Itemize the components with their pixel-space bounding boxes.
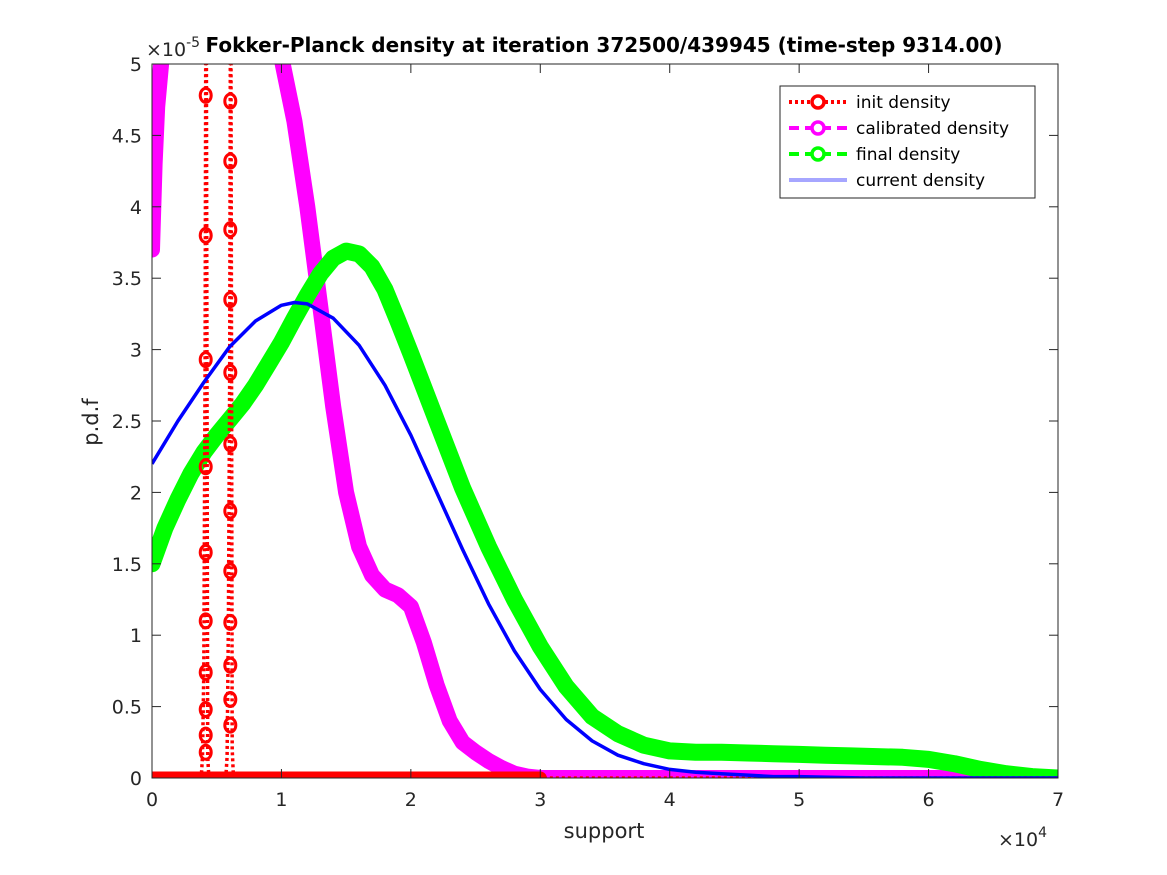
legend-label: calibrated density <box>856 119 1009 139</box>
y-axis-label: p.d.f <box>79 398 103 446</box>
series-init-density-marker <box>223 690 238 708</box>
legend-marker <box>810 120 826 136</box>
series-init-density-marker <box>198 351 213 369</box>
x-exponent-label: ×104 <box>998 825 1047 851</box>
y-tick-label: 5 <box>130 54 142 76</box>
x-tick-label: 7 <box>1052 789 1064 811</box>
y-exponent-label: ×10-5 <box>146 35 200 61</box>
series-init-density-marker <box>223 656 238 674</box>
x-tick-label: 4 <box>664 789 676 811</box>
y-tick-label: 4 <box>130 197 142 219</box>
series-init-density-marker <box>198 612 213 630</box>
series-init-density-marker <box>223 92 238 110</box>
series-init-density-line <box>152 64 1058 778</box>
legend-label: init density <box>856 93 951 113</box>
series-init-density-marker <box>223 435 238 453</box>
series-init-density-marker <box>223 221 238 239</box>
y-tick-label: 2.5 <box>112 411 142 433</box>
y-tick-label: 1.5 <box>112 554 142 576</box>
series-final-density-line <box>152 242 1058 778</box>
series-calibrated-density-segment-1 <box>274 64 1058 778</box>
y-tick-label: 4.5 <box>112 125 142 147</box>
legend: init density calibrated density final dens… <box>779 85 1036 199</box>
x-axis-label: support <box>564 819 645 843</box>
x-tick-label: 5 <box>793 789 805 811</box>
series-init-density-marker <box>223 363 238 381</box>
x-tick-label: 0 <box>146 789 158 811</box>
y-tick-label: 3.5 <box>112 268 142 290</box>
x-tick-label: 1 <box>275 789 287 811</box>
y-tick-label: 0 <box>130 768 142 790</box>
y-tick-label: 1 <box>130 625 142 647</box>
x-tick-label: 6 <box>923 789 935 811</box>
series-init-density-marker <box>198 458 213 476</box>
series-init-density-marker <box>198 226 213 244</box>
series-init-density-marker <box>198 743 213 761</box>
series-init-density-marker <box>198 543 213 561</box>
series-init-density-marker <box>198 726 213 744</box>
series-group <box>152 64 1058 778</box>
series-calibrated-density-segment-0 <box>152 64 170 258</box>
legend-marker <box>810 146 826 162</box>
series-init-density-marker <box>223 502 238 520</box>
series-init-density-marker <box>223 613 238 631</box>
y-tick-label: 0.5 <box>112 697 142 719</box>
x-tick-label: 3 <box>534 789 546 811</box>
series-init-density-marker <box>223 152 238 170</box>
y-tick-label: 2 <box>130 482 142 504</box>
y-tick-label: 3 <box>130 340 142 362</box>
series-init-density-marker <box>198 700 213 718</box>
legend-label: current density <box>856 171 985 191</box>
legend-marker <box>810 94 826 110</box>
plot-area <box>152 64 1058 778</box>
series-init-density-marker <box>198 663 213 681</box>
series-current-density-line <box>152 300 1058 778</box>
series-init-density-marker <box>198 86 213 104</box>
legend-label: final density <box>856 145 960 165</box>
axes: 0 1 2 3 4 5 6 700.511.522.533.544.55×10-5×104 <box>112 35 1064 851</box>
series-init-density-marker <box>223 562 238 580</box>
chart-title: Fokker-Planck density at iteration 37250… <box>206 33 1003 57</box>
x-tick-label: 2 <box>405 789 417 811</box>
series-init-density-marker <box>223 291 238 309</box>
series-init-density-marker <box>223 716 238 734</box>
